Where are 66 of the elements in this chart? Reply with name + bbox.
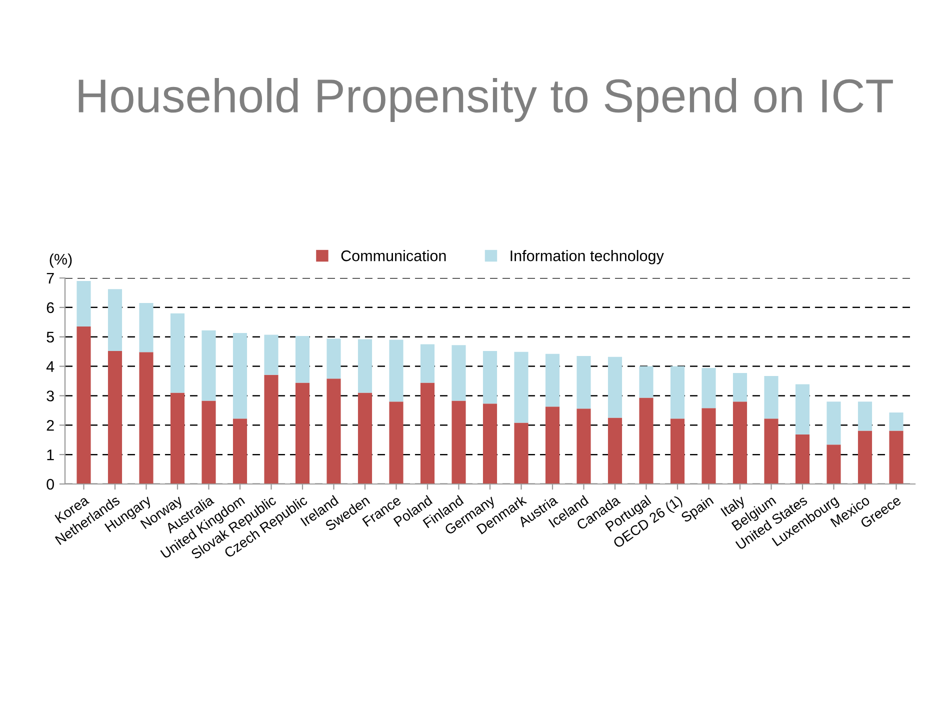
bar	[732, 402, 748, 484]
bar	[514, 352, 528, 423]
bar	[76, 326, 91, 484]
legend-label: Communication	[341, 250, 446, 262]
bar	[670, 418, 685, 484]
bar	[295, 336, 310, 383]
bar	[608, 356, 622, 418]
y-tick-label: 7	[46, 273, 54, 284]
bar	[545, 354, 560, 407]
legend-label: Information technology	[510, 250, 664, 264]
bar	[639, 398, 654, 484]
chart-title: Household Propensity to Spend on ICT	[78, 78, 893, 122]
bar	[826, 444, 841, 484]
bar	[452, 400, 466, 484]
bar	[795, 434, 810, 484]
bar	[795, 384, 810, 435]
y-axis-title: (%)	[50, 253, 72, 268]
bar	[858, 402, 872, 431]
y-tick-label: 1	[47, 450, 54, 460]
bar	[764, 376, 778, 419]
bar	[826, 402, 841, 445]
bar	[889, 412, 904, 431]
bar	[702, 368, 716, 408]
bar	[170, 313, 185, 393]
bar	[420, 382, 435, 484]
y-tick-label: 0	[46, 478, 54, 490]
bar	[358, 339, 372, 393]
bar	[108, 289, 122, 351]
bar	[576, 408, 591, 484]
bar	[389, 340, 404, 402]
bar	[702, 408, 716, 484]
bar	[232, 333, 248, 419]
bar	[545, 406, 560, 484]
y-tick-label: 4	[46, 361, 54, 372]
bar	[202, 400, 216, 484]
bar	[76, 280, 91, 327]
bar	[482, 404, 498, 484]
bar	[108, 350, 122, 484]
bar	[858, 430, 872, 484]
bar	[232, 418, 248, 484]
bar	[326, 378, 341, 484]
y-tick-label: 3	[46, 390, 54, 402]
bar	[358, 392, 372, 484]
bar	[576, 356, 591, 409]
bar	[420, 344, 435, 383]
y-tick-label: 6	[46, 302, 54, 314]
y-tick-label: 5	[46, 332, 54, 343]
bar	[608, 418, 622, 484]
bar	[326, 338, 341, 379]
bar	[170, 392, 185, 484]
bar	[389, 402, 404, 484]
bar	[295, 382, 310, 484]
bar	[889, 430, 904, 484]
bar	[514, 422, 528, 484]
bar	[139, 352, 154, 484]
bar	[264, 334, 278, 375]
bar	[639, 366, 654, 398]
bar	[139, 303, 154, 352]
y-tick-label: 2	[46, 420, 54, 431]
bar	[202, 330, 216, 401]
bar	[452, 345, 466, 401]
bar	[732, 373, 748, 402]
bar	[764, 418, 778, 484]
bar	[670, 366, 685, 419]
bar	[482, 350, 498, 404]
bar	[264, 374, 278, 484]
